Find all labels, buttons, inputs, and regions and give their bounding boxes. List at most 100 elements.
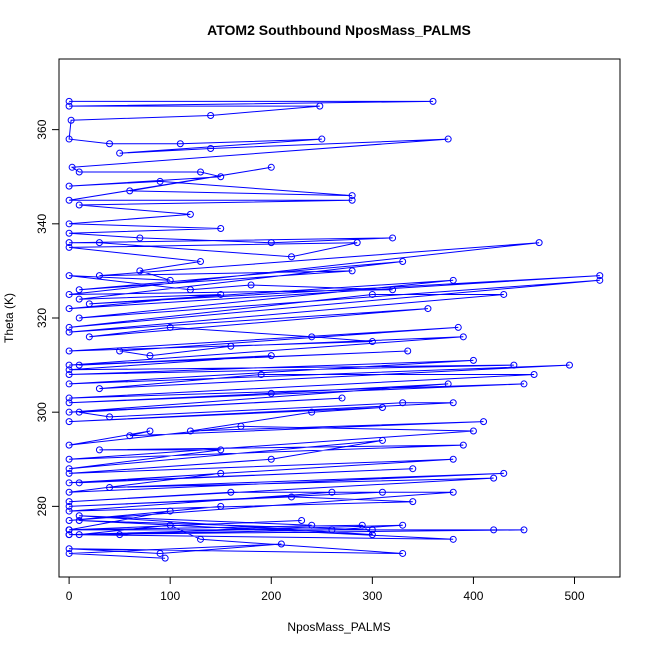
chart-title: ATOM2 Southbound NposMass_PALMS bbox=[207, 22, 471, 38]
data-point bbox=[227, 342, 235, 350]
data-point bbox=[217, 173, 225, 181]
data-point bbox=[65, 488, 73, 496]
data-point bbox=[126, 187, 134, 195]
data-point bbox=[368, 290, 376, 298]
data-point bbox=[65, 479, 73, 487]
data-point bbox=[68, 163, 76, 171]
data-point bbox=[217, 446, 225, 454]
series-line bbox=[68, 100, 600, 559]
data-point bbox=[535, 239, 543, 247]
data-point bbox=[95, 446, 103, 454]
data-point bbox=[75, 479, 83, 487]
data-point bbox=[358, 521, 366, 529]
data-point bbox=[368, 526, 376, 534]
data-point bbox=[75, 531, 83, 539]
x-tick-label: 300 bbox=[362, 589, 382, 603]
data-point bbox=[530, 371, 538, 379]
data-point bbox=[65, 441, 73, 449]
data-point bbox=[565, 361, 573, 369]
data-point bbox=[318, 135, 326, 143]
data-point bbox=[65, 196, 73, 204]
data-point bbox=[186, 427, 194, 435]
data-point bbox=[454, 323, 462, 331]
data-point bbox=[65, 469, 73, 477]
data-point bbox=[480, 418, 488, 426]
data-point bbox=[75, 361, 83, 369]
x-tick-label: 500 bbox=[564, 589, 584, 603]
data-point bbox=[75, 168, 83, 176]
y-tick-label: 340 bbox=[35, 213, 49, 233]
data-point bbox=[399, 549, 407, 557]
data-point bbox=[65, 498, 73, 506]
x-axis: 0 100 200 300 400 500 bbox=[66, 576, 585, 603]
data-point bbox=[399, 257, 407, 265]
data-point bbox=[449, 455, 457, 463]
data-point bbox=[267, 389, 275, 397]
data-point bbox=[520, 526, 528, 534]
data-point bbox=[136, 267, 144, 275]
data-point bbox=[65, 182, 73, 190]
data-point bbox=[348, 196, 356, 204]
data-point bbox=[217, 502, 225, 510]
data-point bbox=[65, 229, 73, 237]
data-point bbox=[65, 135, 73, 143]
data-point bbox=[368, 338, 376, 346]
data-point bbox=[409, 465, 417, 473]
data-point bbox=[500, 469, 508, 477]
data-point bbox=[510, 361, 518, 369]
data-point bbox=[353, 239, 361, 247]
data-point bbox=[217, 290, 225, 298]
data-point bbox=[267, 352, 275, 360]
data-point bbox=[378, 403, 386, 411]
data-point bbox=[308, 408, 316, 416]
data-point bbox=[65, 366, 73, 374]
data-point bbox=[75, 201, 83, 209]
data-point bbox=[378, 488, 386, 496]
y-tick-label: 300 bbox=[35, 402, 49, 422]
data-point bbox=[207, 112, 215, 120]
y-tick-label: 320 bbox=[35, 308, 49, 328]
data-point bbox=[65, 507, 73, 515]
data-series bbox=[65, 97, 604, 562]
data-point bbox=[65, 371, 73, 379]
data-point bbox=[186, 210, 194, 218]
data-point bbox=[368, 531, 376, 539]
data-point bbox=[65, 418, 73, 426]
data-point bbox=[156, 177, 164, 185]
data-point bbox=[95, 272, 103, 280]
data-point bbox=[186, 286, 194, 294]
data-point bbox=[95, 385, 103, 393]
data-point bbox=[65, 361, 73, 369]
data-point bbox=[469, 427, 477, 435]
data-point bbox=[490, 526, 498, 534]
data-point bbox=[106, 484, 114, 492]
data-point bbox=[65, 399, 73, 407]
data-point bbox=[65, 97, 73, 105]
data-point bbox=[75, 286, 83, 294]
data-point bbox=[197, 257, 205, 265]
data-point bbox=[126, 432, 134, 440]
data-point bbox=[429, 97, 437, 105]
data-point bbox=[348, 192, 356, 200]
data-point bbox=[95, 239, 103, 247]
plot-frame bbox=[58, 58, 621, 578]
data-point bbox=[65, 531, 73, 539]
data-point bbox=[146, 352, 154, 360]
y-axis-label: Theta (K) bbox=[2, 293, 16, 343]
data-point bbox=[65, 305, 73, 313]
data-point bbox=[161, 554, 169, 562]
data-point bbox=[166, 507, 174, 515]
data-point bbox=[267, 239, 275, 247]
data-point bbox=[65, 455, 73, 463]
data-point bbox=[65, 526, 73, 534]
data-point bbox=[237, 422, 245, 430]
data-point bbox=[75, 314, 83, 322]
data-point bbox=[65, 545, 73, 553]
data-point bbox=[424, 305, 432, 313]
data-point bbox=[404, 347, 412, 355]
data-point bbox=[217, 469, 225, 477]
data-point bbox=[65, 239, 73, 247]
data-point bbox=[65, 328, 73, 336]
data-point bbox=[85, 300, 93, 308]
data-point bbox=[449, 535, 457, 543]
